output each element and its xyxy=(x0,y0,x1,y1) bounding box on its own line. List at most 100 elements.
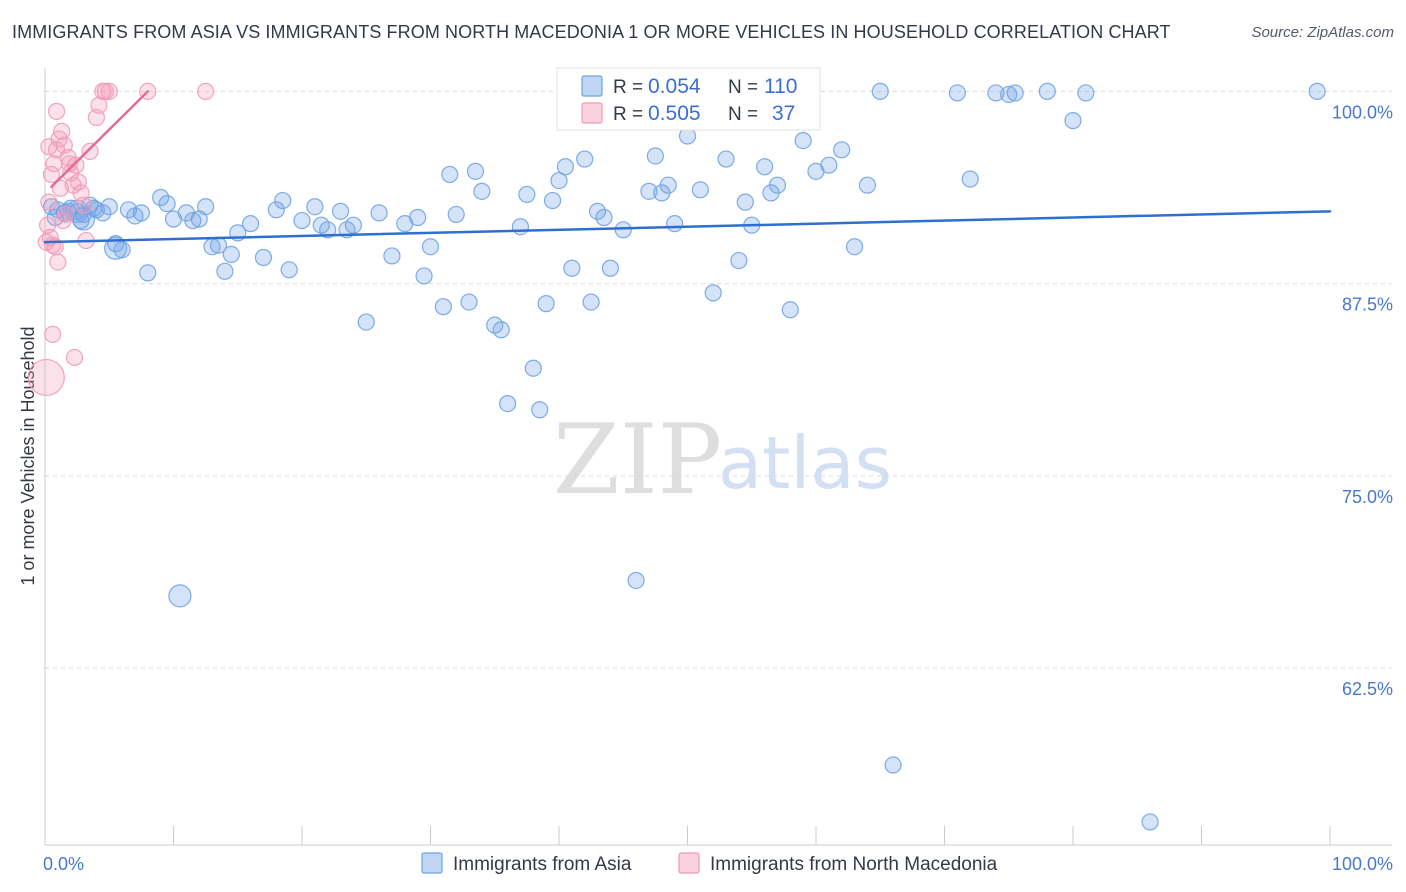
point-asia-52 xyxy=(460,293,478,311)
point-asia-43 xyxy=(370,204,388,222)
x-tick-label-max: 100.0% xyxy=(1332,854,1393,874)
point-asia-60 xyxy=(524,359,542,377)
legend-r-label-north-macedonia: R = xyxy=(613,104,643,125)
point-asia-99 xyxy=(961,170,979,188)
point-asia-35 xyxy=(293,211,311,230)
point-asia-67 xyxy=(576,150,594,168)
point-asia-17 xyxy=(139,264,157,282)
point-asia-97 xyxy=(884,756,902,774)
point-asia-31 xyxy=(254,248,273,267)
point-asia-53 xyxy=(466,162,485,180)
point-asia-39 xyxy=(331,202,350,220)
point-asia-64 xyxy=(550,171,568,190)
point-north-macedonia-25 xyxy=(96,82,114,100)
point-asia-106 xyxy=(1038,82,1056,100)
point-north-macedonia-26 xyxy=(100,82,118,100)
point-north-macedonia-29 xyxy=(44,325,62,343)
bottom-legend: Immigrants from Asia Immigrants from Nor… xyxy=(421,852,998,875)
point-asia-93 xyxy=(833,141,851,159)
point-asia-26 xyxy=(216,262,234,280)
point-asia-22 xyxy=(184,211,202,230)
point-asia-69 xyxy=(588,202,607,220)
point-asia-73 xyxy=(627,571,645,590)
point-asia-109 xyxy=(119,201,138,219)
bottom-legend-label-asia: Immigrants from Asia xyxy=(453,854,632,875)
gridlines xyxy=(45,90,1392,669)
point-large-north-macedonia-0 xyxy=(27,358,65,397)
point-north-macedonia-5 xyxy=(51,179,70,197)
point-asia-101 xyxy=(1000,85,1018,104)
watermark-zip: ZIP xyxy=(553,404,722,516)
axes xyxy=(44,68,1392,846)
legend-r-value-north-macedonia: 0.505 xyxy=(648,102,701,125)
point-asia-103 xyxy=(1064,112,1082,130)
legend-r-label-asia: R = xyxy=(613,77,643,98)
point-asia-84 xyxy=(736,193,754,211)
point-asia-8 xyxy=(94,204,112,222)
legend-swatch-north-macedonia xyxy=(581,102,603,124)
x-tick-label-min: 0.0% xyxy=(43,854,84,874)
trend-line-asia xyxy=(43,210,1332,244)
legend-box xyxy=(556,67,821,131)
point-north-macedonia-11 xyxy=(53,122,71,140)
point-north-macedonia-7 xyxy=(42,165,61,184)
point-asia-96 xyxy=(871,82,889,100)
trend-line-north-macedonia xyxy=(50,90,150,188)
point-north-macedonia-21 xyxy=(81,142,99,160)
point-asia-92 xyxy=(820,156,838,174)
point-north-macedonia-4 xyxy=(49,253,67,271)
point-north-macedonia-32 xyxy=(56,205,75,224)
point-asia-66 xyxy=(563,259,581,277)
point-asia-24 xyxy=(197,198,215,216)
point-asia-33 xyxy=(274,191,292,210)
point-north-macedonia-17 xyxy=(69,173,88,191)
point-asia-44 xyxy=(383,247,401,265)
chart-title: IMMIGRANTS FROM ASIA VS IMMIGRANTS FROM … xyxy=(12,22,1171,42)
point-asia-36 xyxy=(306,198,324,216)
point-asia-50 xyxy=(441,165,459,184)
legend-n-label-asia: N = xyxy=(728,77,758,98)
point-asia-48 xyxy=(421,238,440,256)
series-north-macedonia-points xyxy=(27,82,215,397)
point-asia-102 xyxy=(1006,84,1024,102)
point-asia-61 xyxy=(531,401,549,419)
point-asia-90 xyxy=(794,131,812,150)
point-north-macedonia-28 xyxy=(197,82,215,100)
point-asia-65 xyxy=(556,158,575,176)
point-asia-29 xyxy=(222,245,240,264)
point-asia-107 xyxy=(1308,82,1326,100)
point-asia-57 xyxy=(499,394,517,413)
watermark-atlas: atlas xyxy=(718,421,892,505)
y-axis-label: 1 or more Vehicles in Household xyxy=(18,326,38,585)
y-tick-labels: 100.0% 87.5% 75.0% 62.5% xyxy=(1332,102,1393,699)
y-tick-label-1: 87.5% xyxy=(1342,295,1393,315)
point-asia-81 xyxy=(704,284,722,302)
point-asia-80 xyxy=(691,181,709,199)
point-asia-32 xyxy=(267,201,285,219)
series-asia-points xyxy=(42,82,1326,831)
point-north-macedonia-19 xyxy=(74,196,93,214)
point-asia-34 xyxy=(280,261,298,279)
point-asia-59 xyxy=(518,185,536,204)
point-north-macedonia-30 xyxy=(65,348,84,367)
point-asia-46 xyxy=(409,208,427,227)
point-asia-94 xyxy=(845,238,864,256)
watermark: ZIP atlas xyxy=(553,404,892,516)
point-asia-41 xyxy=(344,216,362,234)
point-asia-75 xyxy=(646,147,664,165)
legend-r-value-asia: 0.054 xyxy=(648,75,701,98)
x-tick-labels: 0.0% 100.0% xyxy=(43,854,1393,874)
point-asia-71 xyxy=(601,259,620,277)
point-north-macedonia-6 xyxy=(40,193,58,211)
point-asia-56 xyxy=(492,321,510,339)
point-asia-19 xyxy=(158,195,176,213)
point-asia-95 xyxy=(858,176,877,194)
bottom-legend-swatch-north-macedonia xyxy=(678,852,700,874)
y-tick-label-3: 62.5% xyxy=(1342,679,1393,699)
point-north-macedonia-23 xyxy=(90,96,108,114)
point-asia-42 xyxy=(357,313,375,331)
point-asia-89 xyxy=(781,301,799,319)
point-asia-70 xyxy=(595,208,613,227)
point-asia-77 xyxy=(659,176,677,194)
point-asia-38 xyxy=(319,221,337,239)
